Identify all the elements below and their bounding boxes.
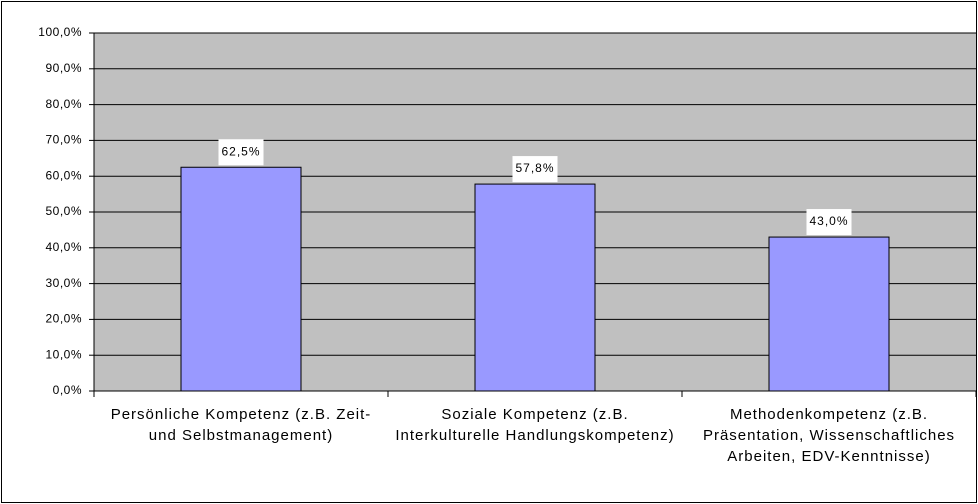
y-tick-label: 80,0% (45, 97, 82, 111)
value-label: 43,0% (809, 214, 848, 228)
y-tick-label: 60,0% (45, 168, 82, 182)
x-tick-label: Methodenkompetenz (z.B. Präsentation, Wi… (702, 406, 956, 465)
value-label-bg (512, 156, 558, 183)
y-tick-label: 100,0% (38, 25, 82, 39)
y-tick-label: 20,0% (45, 312, 82, 326)
x-tick-label: Persönliche Kompetenz (z.B. Zeit- und Se… (110, 406, 372, 444)
y-tick-label: 0,0% (53, 383, 82, 397)
y-tick-label: 10,0% (45, 347, 82, 361)
y-tick-label: 40,0% (45, 240, 82, 254)
value-label-bg (218, 139, 264, 166)
y-tick-label: 50,0% (45, 204, 82, 218)
x-tick-label: Soziale Kompetenz (z.B. Interkulturelle … (395, 406, 675, 444)
value-label: 62,5% (221, 144, 260, 158)
value-label-bg (806, 209, 852, 236)
y-tick-label: 90,0% (45, 61, 82, 75)
y-tick-label: 70,0% (45, 133, 82, 147)
y-tick-label: 30,0% (45, 276, 82, 290)
value-label: 57,8% (515, 161, 554, 175)
bar (474, 183, 596, 392)
bar (768, 236, 890, 392)
bar (180, 166, 302, 392)
